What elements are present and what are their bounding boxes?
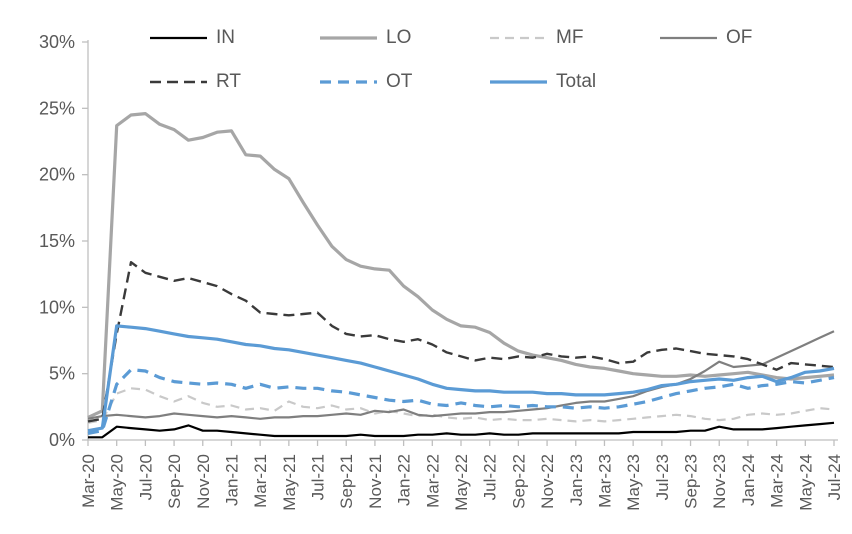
x-tick-label: Mar-23 [595, 454, 614, 508]
legend-line-sample-ot [320, 80, 377, 84]
x-tick-label: May-23 [624, 454, 643, 511]
legend-row-1: IN LO MF OF [150, 25, 830, 51]
x-tick-label: Nov-23 [710, 454, 729, 509]
series-line-ot [87, 368, 835, 435]
y-tick-label: 25% [39, 98, 75, 118]
legend-label-mf: MF [556, 27, 584, 48]
legend-line-sample-of [660, 36, 717, 40]
x-tick-label: Nov-20 [194, 454, 213, 509]
x-tick-label: Jan-22 [395, 454, 414, 506]
x-tick-label: Sep-21 [337, 454, 356, 509]
x-tick-label: Sep-20 [165, 454, 184, 509]
legend-item-in: IN [150, 26, 320, 50]
x-tick-label: Mar-20 [79, 454, 98, 508]
legend-item-mf: MF [490, 26, 660, 50]
legend-line-sample-lo [320, 36, 377, 40]
legend-line-sample-mf [490, 36, 547, 40]
legend-item-lo: LO [320, 26, 490, 50]
y-tick-label: 30% [39, 32, 75, 52]
x-tick-label: May-21 [280, 454, 299, 511]
x-tick-label: Jul-20 [136, 454, 155, 500]
y-tick-label: 5% [49, 364, 75, 384]
legend-line-sample-in [150, 36, 207, 40]
legend-label-of: OF [726, 27, 753, 48]
series-line-of [87, 330, 835, 420]
series-line-total [87, 324, 835, 433]
legend-item-rt: RT [150, 70, 320, 94]
series-line-mf [87, 387, 835, 424]
legend-label-lo: LO [386, 27, 412, 48]
legend-label-rt: RT [216, 71, 241, 92]
legend-item-of: OF [660, 26, 830, 50]
x-tick-label: Mar-24 [768, 454, 787, 508]
legend-label-in: IN [216, 27, 235, 48]
x-tick-label: May-24 [796, 454, 815, 511]
y-tick-label: 20% [39, 165, 75, 185]
x-tick-label: Mar-21 [251, 454, 270, 508]
x-tick-label: Jan-23 [567, 454, 586, 506]
legend-label-total: Total [556, 71, 597, 92]
y-tick-label: 0% [49, 430, 75, 450]
legend-label-ot: OT [386, 71, 413, 92]
legend-item-ot: OT [320, 70, 490, 94]
x-tick-label: Sep-22 [509, 454, 528, 509]
legend-line-sample-total [490, 80, 547, 84]
legend-item-total: Total [490, 70, 660, 94]
x-tick-label: Jan-21 [222, 454, 241, 506]
x-tick-label: Mar-22 [423, 454, 442, 508]
series-line-lo [87, 111, 835, 419]
x-tick-label: Jul-24 [825, 454, 844, 500]
x-tick-label: Sep-23 [682, 454, 701, 509]
y-tick-label: 15% [39, 231, 75, 251]
x-tick-label: Jul-22 [481, 454, 500, 500]
x-tick-label: May-20 [108, 454, 127, 511]
x-tick-label: Jul-23 [653, 454, 672, 500]
x-tick-label: Jul-21 [309, 454, 328, 500]
series-line-rt [87, 261, 835, 423]
x-tick-label: Nov-22 [538, 454, 557, 509]
x-tick-label: Jan-24 [739, 454, 758, 506]
x-tick-label: Nov-21 [366, 454, 385, 509]
legend-line-sample-rt [150, 80, 207, 84]
y-tick-label: 10% [39, 297, 75, 317]
legend-row-2: RT OT Total [150, 69, 660, 95]
x-tick-label: May-22 [452, 454, 471, 511]
y-axis: 0% 5% 10% 15% 20% 25% 30% [39, 32, 88, 450]
series-line-in [88, 421, 835, 439]
x-axis: Mar-20 May-20 Jul-20 Sep-20 Nov-20 Jan-21 Mar-… [79, 440, 844, 511]
